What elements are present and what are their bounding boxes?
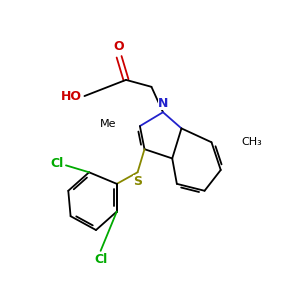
Text: O: O — [114, 40, 124, 53]
Text: Me: Me — [100, 119, 117, 129]
Text: S: S — [133, 175, 142, 188]
Text: CH₃: CH₃ — [242, 137, 262, 147]
Text: Cl: Cl — [94, 253, 107, 266]
Text: HO: HO — [61, 90, 82, 103]
Text: Cl: Cl — [50, 157, 64, 169]
Text: N: N — [158, 97, 168, 110]
